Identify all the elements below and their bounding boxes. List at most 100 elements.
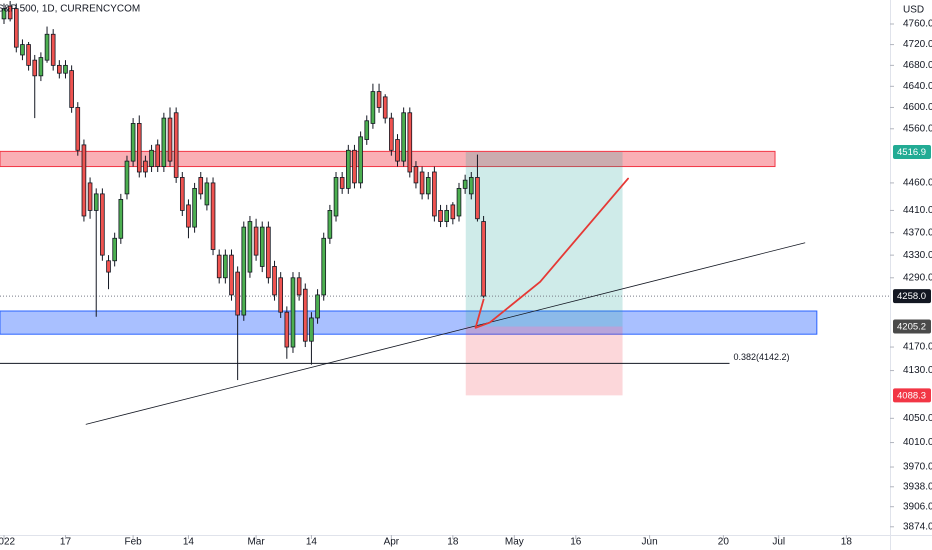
x-tick-label: 17 xyxy=(60,537,72,548)
x-tick-label: 14 xyxy=(183,537,195,548)
price-badge xyxy=(893,319,931,334)
x-tick-label: Feb xyxy=(124,537,142,548)
y-tick-label: 4330.0 xyxy=(903,250,932,261)
x-tick-label: May xyxy=(505,537,524,548)
candle-body xyxy=(468,177,474,195)
x-tick-label: 20 xyxy=(718,537,730,548)
candle-body xyxy=(50,33,56,66)
candle-body xyxy=(143,160,148,173)
price-badge-label: 4205.2 xyxy=(897,322,926,333)
candle-body xyxy=(266,226,271,279)
candle-body xyxy=(333,177,339,217)
y-tick-label: 4290.0 xyxy=(903,272,932,283)
candle-body xyxy=(382,96,388,119)
candle-body xyxy=(456,187,462,217)
y-tick-label: 4010.0 xyxy=(903,437,932,448)
candle-body xyxy=(38,57,44,77)
candle-body xyxy=(327,210,333,239)
candle-body xyxy=(413,166,419,184)
y-tick-label: 4460.0 xyxy=(903,178,932,189)
candle-body xyxy=(444,210,449,222)
x-tick-label: 14 xyxy=(306,537,318,548)
candle-body xyxy=(462,179,468,189)
candle-body xyxy=(192,187,197,228)
fib-level-label: 0.382(4142.2) xyxy=(734,352,790,362)
x-tick-label: Apr xyxy=(384,537,400,548)
x-tick-label: 18 xyxy=(447,537,459,548)
x-tick-label: 18 xyxy=(841,537,853,548)
candle-body xyxy=(136,123,142,173)
candle-body xyxy=(432,171,437,217)
candle-body xyxy=(173,112,179,178)
candle-body xyxy=(20,44,25,56)
candle-body xyxy=(210,182,216,250)
candle-body xyxy=(395,139,400,162)
x-tick-label: 2022 xyxy=(0,537,16,548)
candle-body xyxy=(26,44,31,66)
candle-body xyxy=(155,144,161,167)
candle-body xyxy=(376,91,382,108)
price-badge-label: 4088.3 xyxy=(897,390,926,401)
candle-body xyxy=(290,277,296,348)
candle-body xyxy=(364,120,370,140)
plot-area: 0.382(4142.2) xyxy=(0,1,890,425)
y-tick-label: 4370.0 xyxy=(903,227,932,238)
candle-body xyxy=(475,177,480,220)
candle-body xyxy=(179,177,185,211)
candle-body xyxy=(57,64,62,74)
candle-body xyxy=(259,226,265,267)
candle-body xyxy=(419,171,425,195)
zone xyxy=(0,310,818,335)
candle-body xyxy=(100,193,105,256)
y-tick-label: 4130.0 xyxy=(903,365,932,376)
candle-body xyxy=(407,112,413,173)
price-badge xyxy=(893,144,931,159)
candle-body xyxy=(253,226,259,256)
price-badge-label: 4258.0 xyxy=(897,291,926,302)
candle-body xyxy=(106,260,111,273)
candle-body xyxy=(216,254,222,279)
trendline xyxy=(85,242,806,425)
x-tick-label: Jun xyxy=(642,537,658,548)
candle-body xyxy=(93,193,99,211)
candle-body xyxy=(204,182,210,206)
currency-label: USD xyxy=(903,5,924,16)
candle-body xyxy=(44,33,50,61)
x-tick-label: Jul xyxy=(772,537,785,548)
candle-body xyxy=(69,70,74,108)
candle-body xyxy=(284,311,290,348)
candle-body xyxy=(241,226,247,316)
y-tick-label: 4050.0 xyxy=(903,413,932,424)
candle-body xyxy=(296,277,302,296)
y-tick-label: 4410.0 xyxy=(903,205,932,216)
candle-body xyxy=(309,317,314,342)
candle-body xyxy=(315,294,320,319)
candle-body xyxy=(352,149,357,184)
candle-body xyxy=(118,198,124,239)
candle-body xyxy=(321,237,327,296)
y-tick-label: 3938.0 xyxy=(903,481,932,492)
candle-body xyxy=(87,182,93,211)
candle-body xyxy=(112,237,117,262)
y-tick-label: 4600.0 xyxy=(903,102,932,113)
y-tick-label: 3874.0 xyxy=(903,521,932,532)
candle-body xyxy=(235,271,240,316)
projection-curve xyxy=(474,177,629,329)
price-badge-label: 4516.9 xyxy=(897,147,926,158)
candle-body xyxy=(75,107,81,151)
candle-body xyxy=(389,117,394,151)
price-badge xyxy=(893,289,931,304)
candle-body xyxy=(450,204,456,220)
x-tick-label: 16 xyxy=(570,537,582,548)
price-badge xyxy=(893,388,931,403)
candle-body xyxy=(1,8,7,20)
candle-body xyxy=(247,221,253,273)
candle-body xyxy=(167,117,173,162)
candle-body xyxy=(223,254,228,279)
y-tick-label: 4170.0 xyxy=(903,342,932,353)
candle-body xyxy=(149,149,154,167)
zone xyxy=(0,150,776,168)
candle-body xyxy=(272,266,277,296)
candle-body xyxy=(81,144,87,217)
